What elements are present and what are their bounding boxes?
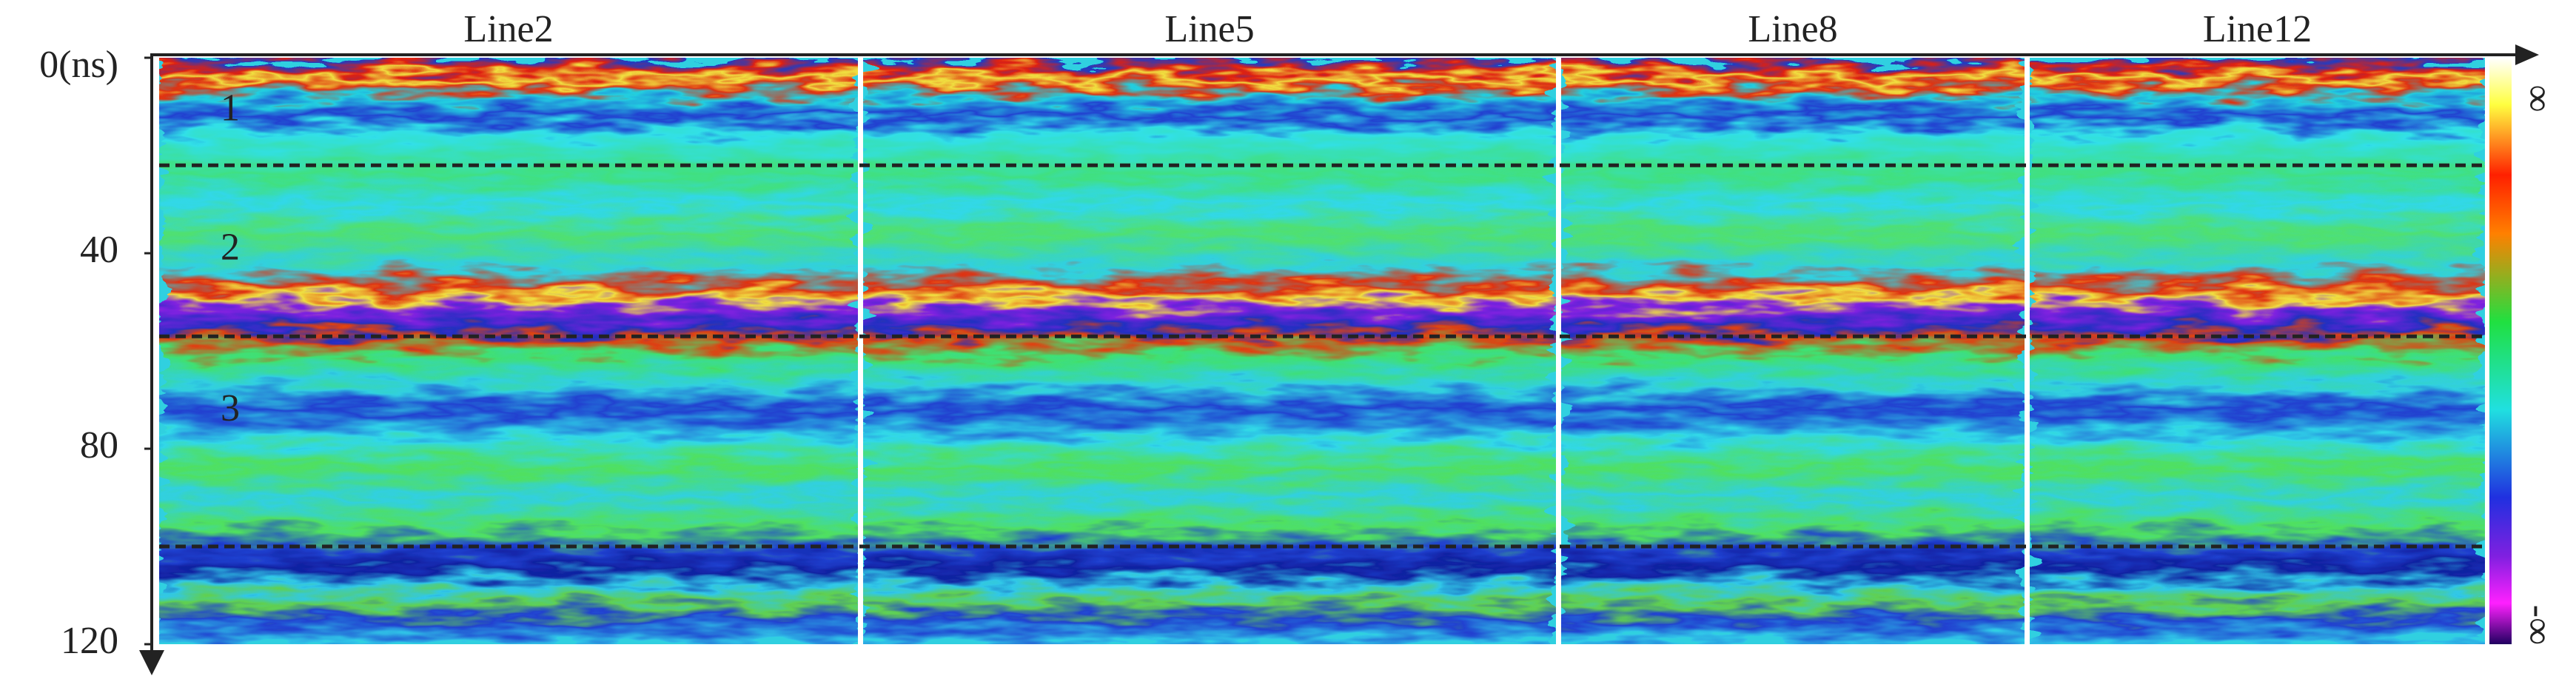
y-tick-label: 0(ns) [39, 44, 118, 86]
x-arrow [2515, 44, 2539, 65]
panel-title: Line5 [1164, 8, 1254, 50]
layer-label: 3 [221, 387, 240, 429]
axes: ∞ -∞ [139, 44, 2560, 675]
y-tick-label: 120 [61, 620, 118, 662]
panels [159, 58, 2485, 644]
radargram [159, 58, 858, 644]
panel-title: Line2 [463, 8, 553, 50]
layer-label: 2 [221, 227, 240, 269]
colorbar [2489, 58, 2512, 644]
radargram [2030, 58, 2485, 644]
radargram [863, 58, 1556, 644]
panel-title: Line8 [1748, 8, 1837, 50]
layer-label: 1 [221, 87, 240, 130]
y-tick-label: 40 [80, 229, 118, 271]
radargram [1561, 58, 2025, 644]
colorbar-top-label: ∞ [2518, 84, 2560, 112]
panel-title: Line12 [2203, 8, 2312, 50]
y-arrow [139, 650, 164, 675]
colorbar-bottom-label: -∞ [2518, 605, 2560, 645]
y-tick-label: 80 [80, 424, 118, 466]
